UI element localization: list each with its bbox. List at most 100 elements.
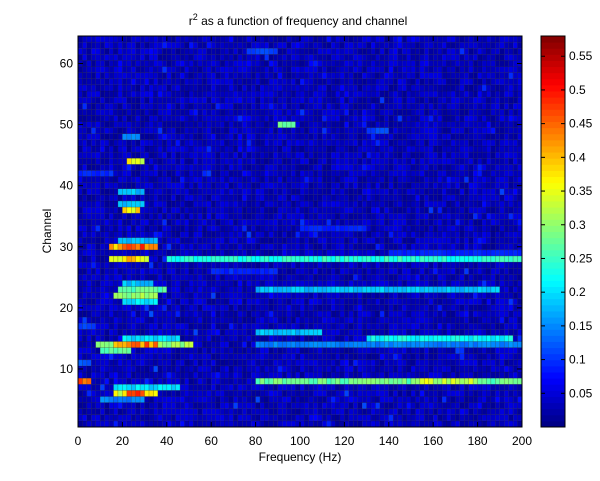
heatmap-cell <box>188 402 194 409</box>
heatmap-cell <box>495 304 501 312</box>
heatmap-cell <box>281 219 287 226</box>
heatmap-cell <box>517 347 523 354</box>
heatmap-cell <box>206 151 212 159</box>
heatmap-cell <box>357 347 363 354</box>
heatmap-cell <box>268 188 274 196</box>
heatmap-cell <box>86 164 92 171</box>
heatmap-cell <box>503 383 509 391</box>
heatmap-cell <box>406 396 412 403</box>
heatmap-cell <box>366 212 372 220</box>
heatmap-cell <box>233 316 239 324</box>
heatmap-cell <box>477 310 483 318</box>
heatmap-cell <box>424 329 430 336</box>
heatmap-cell <box>299 383 305 391</box>
heatmap-cell <box>255 261 261 269</box>
heatmap-cell <box>122 182 128 189</box>
heatmap-cell <box>206 182 212 189</box>
heatmap-cell <box>246 139 252 147</box>
heatmap-cell <box>432 255 438 263</box>
heatmap-cell <box>202 170 208 177</box>
heatmap-cell <box>508 347 514 354</box>
heatmap-cell <box>468 292 474 299</box>
heatmap-cell <box>82 267 88 275</box>
heatmap-cell <box>326 274 332 281</box>
heatmap-cell <box>339 243 345 251</box>
heatmap-cell <box>281 310 287 318</box>
heatmap-cell <box>481 420 487 428</box>
heatmap-cell <box>135 237 141 244</box>
heatmap-cell <box>512 310 518 318</box>
heatmap-cell <box>308 200 314 208</box>
heatmap-cell <box>446 133 452 141</box>
heatmap-cell <box>237 243 243 251</box>
heatmap-cell <box>162 316 168 324</box>
heatmap-cell <box>108 322 114 330</box>
heatmap-cell <box>117 219 123 226</box>
heatmap-cell <box>455 353 461 361</box>
heatmap-cell <box>424 341 430 348</box>
heatmap-cell <box>406 359 412 367</box>
heatmap-cell <box>268 365 274 373</box>
heatmap-cell <box>321 353 327 361</box>
heatmap-cell <box>162 237 168 244</box>
heatmap-cell <box>228 188 234 196</box>
heatmap-cell <box>424 206 430 214</box>
heatmap-cell <box>250 304 256 312</box>
heatmap-cell <box>415 194 421 202</box>
heatmap-cell <box>459 298 465 306</box>
heatmap-cell <box>464 249 469 257</box>
heatmap-cell <box>477 402 483 409</box>
heatmap-cell <box>477 212 483 220</box>
heatmap-cell <box>268 255 274 263</box>
heatmap-cell <box>335 365 341 373</box>
heatmap-cell <box>455 121 461 128</box>
heatmap-cell <box>468 243 474 251</box>
heatmap-cell <box>317 390 323 397</box>
heatmap-cell <box>91 377 97 385</box>
heatmap-cell <box>148 353 154 361</box>
heatmap-cell <box>304 231 310 238</box>
heatmap-cell <box>131 329 136 336</box>
heatmap-cell <box>450 194 456 202</box>
heatmap-cell <box>224 280 230 287</box>
heatmap-cell <box>468 133 474 141</box>
heatmap-cell <box>366 383 372 391</box>
heatmap-cell <box>131 304 136 312</box>
heatmap-cell <box>157 316 163 324</box>
heatmap-cell <box>503 286 509 293</box>
heatmap-cell <box>99 188 105 196</box>
heatmap-cell <box>108 402 114 409</box>
heatmap-cell <box>512 151 518 159</box>
heatmap-cell <box>348 390 354 397</box>
heatmap-cell <box>210 212 216 220</box>
heatmap-cell <box>410 145 416 153</box>
heatmap-cell <box>215 359 221 367</box>
heatmap-cell <box>304 121 310 128</box>
heatmap-cell <box>175 237 181 244</box>
heatmap-cell <box>104 322 110 330</box>
heatmap-cell <box>193 371 199 379</box>
heatmap-cell <box>357 377 363 385</box>
heatmap-cell <box>126 145 132 153</box>
heatmap-cell <box>166 157 172 165</box>
heatmap-cell <box>91 231 97 238</box>
heatmap-cell <box>108 170 114 177</box>
heatmap-cell <box>82 200 88 208</box>
heatmap-cell <box>375 316 381 324</box>
heatmap-cell <box>255 231 261 238</box>
heatmap-cell <box>379 286 385 293</box>
heatmap-cell <box>122 249 128 257</box>
heatmap-cell <box>273 316 279 324</box>
heatmap-cell <box>206 243 212 251</box>
heatmap-cell <box>464 188 469 196</box>
heatmap-cell <box>157 249 163 257</box>
heatmap-cell <box>179 231 185 238</box>
heatmap-cell <box>490 377 496 385</box>
heatmap-cell <box>237 304 243 312</box>
heatmap-cell <box>512 383 518 391</box>
heatmap-cell <box>450 316 456 324</box>
heatmap-cell <box>242 170 247 177</box>
heatmap-cell <box>237 341 243 348</box>
heatmap-cell <box>281 176 287 183</box>
heatmap-cell <box>99 383 105 391</box>
